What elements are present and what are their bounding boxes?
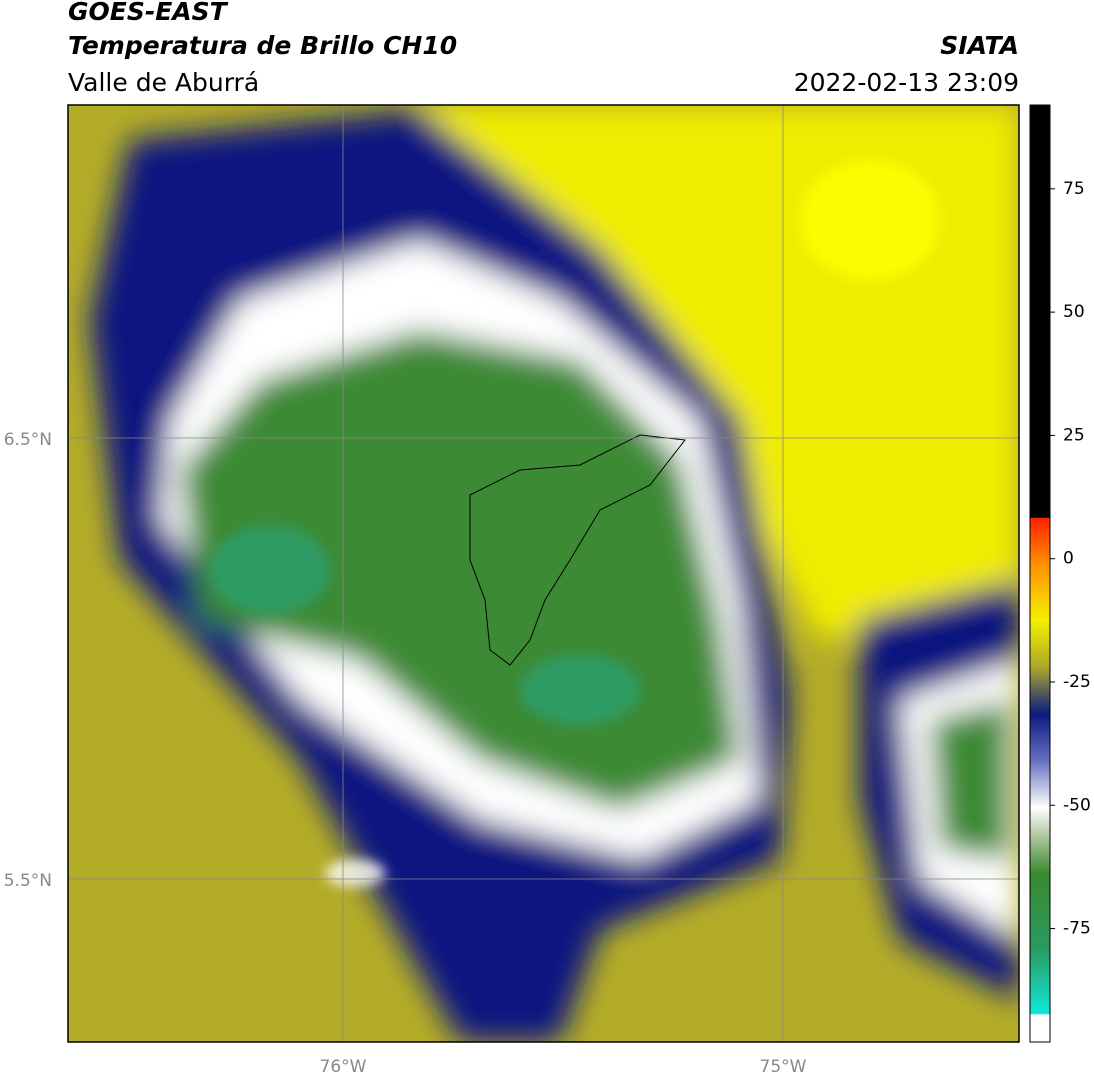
satellite-image — [68, 105, 1019, 1042]
colorbar-tick-label: -25 — [1063, 672, 1091, 692]
lat-label: 6.5°N — [4, 430, 52, 450]
lat-label: 5.5°N — [4, 871, 52, 891]
source: SIATA — [940, 31, 1019, 60]
title: GOES-EAST — [68, 0, 229, 26]
map-frame — [67, 104, 1020, 1043]
colorbar-tick-label: 75 — [1063, 179, 1085, 199]
colorbar-tick-label: 0 — [1063, 549, 1074, 569]
colorbar-tick-label: 50 — [1063, 302, 1085, 322]
lon-label: 75°W — [760, 1057, 807, 1077]
lon-label: 76°W — [320, 1057, 367, 1077]
colorbar-tick-label: -50 — [1063, 795, 1091, 815]
region: Valle de Aburrá — [68, 68, 259, 97]
colorbar-tick-label: -75 — [1063, 919, 1091, 939]
colorbar — [1029, 104, 1051, 1043]
subtitle: Temperatura de Brillo CH10 — [68, 31, 457, 60]
colorbar-tick-label: 25 — [1063, 425, 1085, 445]
datetime: 2022-02-13 23:09 — [794, 68, 1019, 97]
